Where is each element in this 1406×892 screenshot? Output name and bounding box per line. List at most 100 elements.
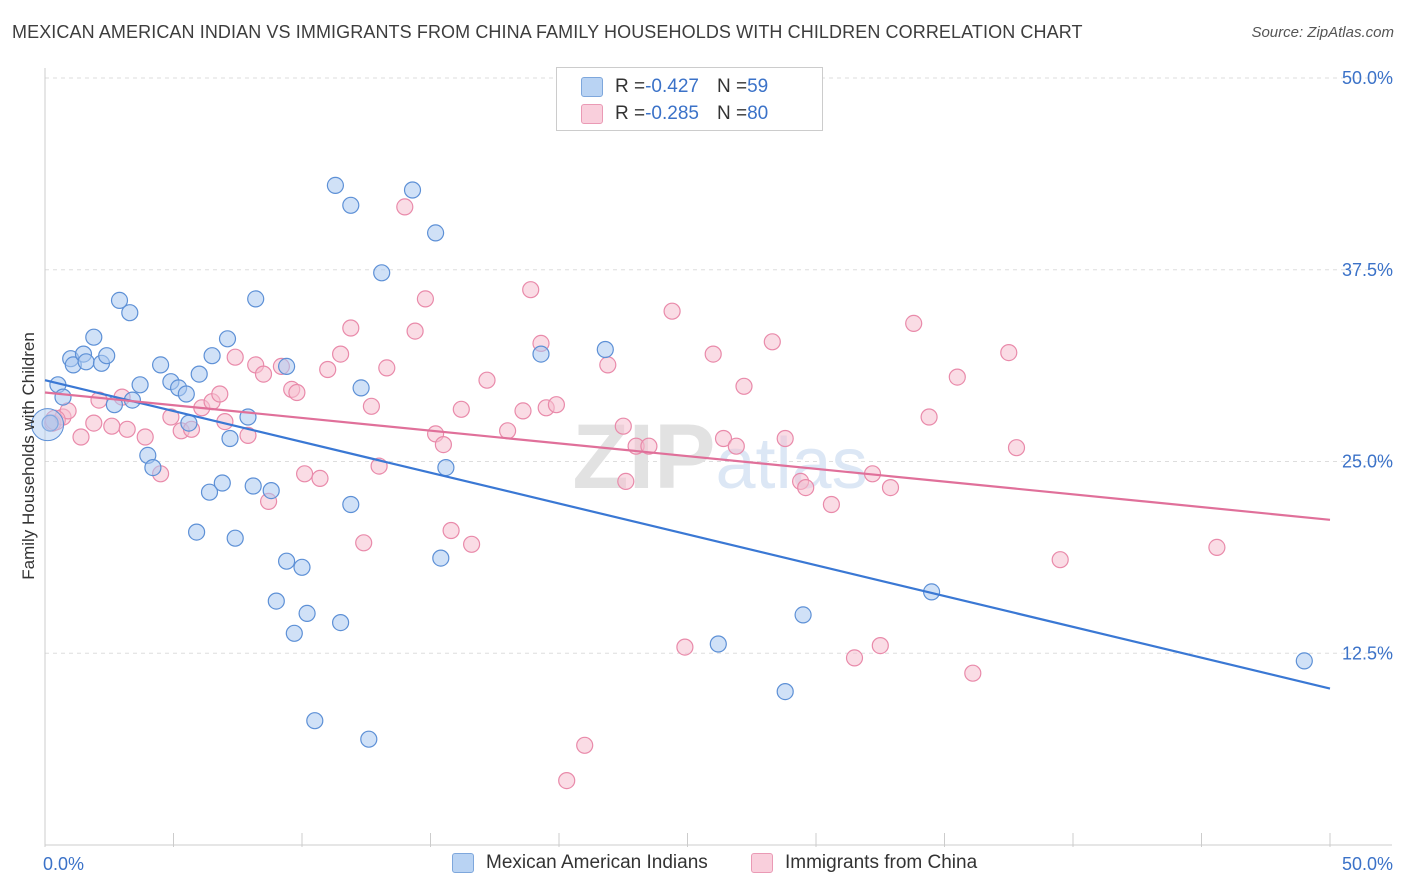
data-point [964, 664, 982, 682]
data-point [200, 483, 219, 501]
legend-swatch-pink [581, 104, 603, 124]
legend-r-label: R = [615, 76, 646, 97]
data-point [72, 428, 90, 446]
data-point [437, 459, 455, 477]
data-point [576, 736, 594, 754]
legend-r-value: -0.285 [645, 103, 699, 124]
correlation-legend: R = -0.427 N = 59 R = -0.285 N = 80 [556, 67, 823, 131]
data-point [522, 281, 540, 299]
data-point [103, 417, 121, 435]
data-point [54, 388, 72, 406]
data-point [352, 379, 370, 397]
data-point [278, 552, 296, 570]
data-point [288, 383, 306, 402]
y-tick-label: 12.5% [1342, 643, 1393, 663]
data-point [218, 330, 237, 348]
legend-swatch-blue [581, 77, 603, 97]
data-point [41, 414, 59, 432]
data-point [118, 420, 136, 438]
data-point [704, 345, 722, 363]
trend-line [44, 379, 1331, 690]
data-point [676, 638, 694, 656]
data-point [355, 534, 373, 552]
data-point [406, 322, 424, 340]
legend-row-mexican-american-indians: R = -0.427 N = 59 [581, 75, 768, 99]
series-legend-immigrants-from-china: Immigrants from China [751, 852, 977, 874]
data-point [596, 340, 614, 359]
series-mexican-american-indians [31, 176, 1313, 748]
data-point [98, 347, 116, 365]
data-point [547, 396, 566, 414]
y-axis-label: Family Households with Children [19, 332, 38, 580]
y-tick-label: 37.5% [1342, 260, 1393, 280]
y-tick-labels: 12.5% 25.0% 37.5% 50.0% [1342, 68, 1393, 663]
legend-r-label: R = [615, 103, 646, 124]
data-point [360, 730, 378, 748]
trend-line [44, 391, 1331, 521]
data-point [881, 479, 900, 497]
data-point [152, 356, 170, 374]
trend-lines [44, 379, 1331, 690]
data-point [396, 198, 414, 216]
data-point [110, 291, 129, 309]
x-tick-label: 50.0% [1342, 854, 1393, 874]
data-point [311, 469, 329, 487]
data-point [794, 606, 812, 624]
data-point [797, 479, 815, 497]
data-point [180, 414, 198, 432]
data-point [213, 474, 231, 492]
data-point [267, 592, 285, 610]
data-point [1208, 538, 1226, 557]
data-point [306, 712, 324, 730]
data-point [599, 356, 617, 374]
data-point [244, 477, 262, 495]
data-point [188, 523, 206, 541]
data-point [1007, 439, 1026, 457]
series-legend-label: Mexican American Indians [486, 852, 708, 873]
data-point [727, 437, 745, 455]
data-point [177, 385, 195, 403]
data-point [278, 357, 296, 375]
data-point [763, 333, 781, 351]
data-point [1295, 652, 1313, 670]
data-point [905, 314, 923, 332]
data-point [845, 649, 864, 667]
data-point [478, 371, 496, 389]
data-point [203, 347, 221, 365]
data-point [427, 224, 445, 242]
data-point [262, 482, 280, 500]
legend-n-value: 80 [747, 103, 769, 124]
data-point [332, 613, 350, 632]
data-point [144, 459, 162, 477]
legend-r-value: -0.427 [645, 76, 699, 97]
data-point [948, 368, 966, 386]
data-point [31, 408, 65, 442]
source-label: Source: ZipAtlas.com [1251, 24, 1394, 41]
data-point [332, 345, 350, 363]
data-point [514, 402, 532, 420]
data-point [226, 529, 244, 547]
data-point [709, 635, 727, 653]
x-tick-label: 0.0% [43, 854, 84, 874]
data-point [136, 428, 154, 446]
data-point [558, 771, 576, 790]
data-point [247, 290, 265, 308]
data-point [663, 302, 681, 320]
data-point [532, 345, 550, 363]
legend-row-immigrants-from-china: R = -0.285 N = 80 [581, 102, 768, 126]
data-point [121, 304, 139, 322]
data-point [362, 397, 380, 415]
legend-n-label: N = [716, 103, 748, 124]
data-point [285, 624, 303, 642]
series-legend: Mexican American Indians Immigrants from… [0, 852, 1406, 876]
series-legend-label: Immigrants from China [785, 852, 978, 873]
y-tick-label: 50.0% [1342, 68, 1393, 88]
legend-n-label: N = [716, 76, 748, 97]
data-point [378, 359, 396, 377]
data-point [434, 436, 452, 454]
data-point [342, 319, 360, 337]
data-point [442, 521, 460, 540]
data-point [640, 437, 658, 455]
data-point [499, 422, 517, 440]
